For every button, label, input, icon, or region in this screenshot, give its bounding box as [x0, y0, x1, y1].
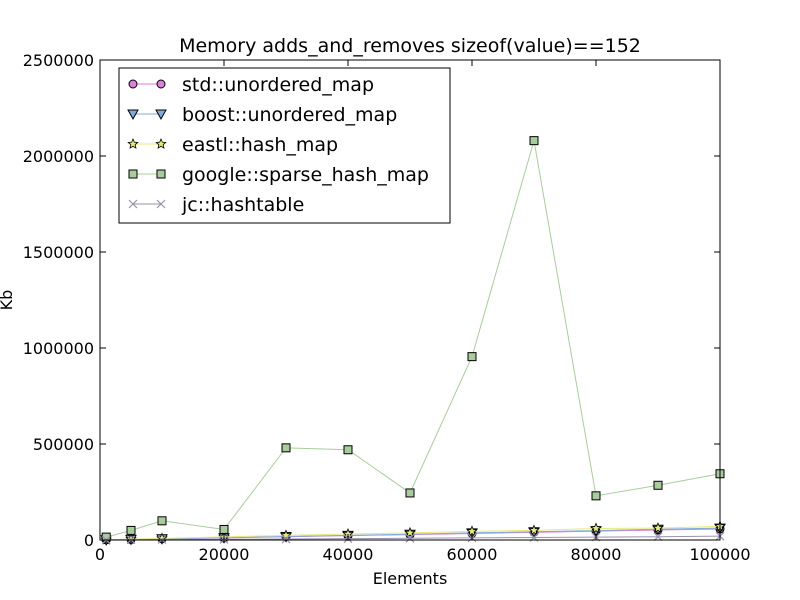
plot-frame: [99, 59, 721, 541]
marker-stroke: [405, 533, 415, 543]
legend-entry-jc-hashtable: jc::hashtable: [128, 194, 304, 216]
data-point-google-sparse-hash-map: [101, 532, 111, 542]
ticks-layer: 0 20000 40000 60000 80000 1000000500000100000…: [23, 51, 751, 564]
series-line-eastl-hash-map: [106, 525, 721, 541]
y-tick-label: 0: [84, 531, 94, 550]
legend-marker: [127, 109, 139, 121]
legend-marker: [156, 79, 166, 89]
marker-stroke: [128, 199, 138, 209]
x-tick-label: 100000: [689, 545, 750, 564]
legend-marker: [156, 169, 166, 179]
data-point-eastl-hash-map: [125, 533, 137, 545]
legend-label: boost::unordered_map: [182, 104, 397, 126]
legend-marker: [128, 199, 138, 209]
legend-marker: [156, 199, 166, 209]
x-tick-label: 20000: [199, 545, 250, 564]
legend-entry-eastl-hash-map: eastl::hash_map: [127, 134, 338, 156]
data-point-google-sparse-hash-map: [126, 525, 136, 535]
marker-stroke: [156, 199, 166, 209]
legend-marker: [127, 137, 139, 149]
data-point-eastl-hash-map: [528, 524, 540, 536]
legend-entry-std-unordered-map: std::unordered_map: [128, 74, 374, 96]
marker-stroke: [281, 534, 291, 544]
legend-frame: [118, 67, 451, 224]
x-axis-label: Elements: [373, 569, 448, 588]
x-tick-label: 80000: [571, 545, 622, 564]
chart-title: Memory adds_and_removes sizeof(value)==1…: [179, 35, 641, 57]
legend-marker: [155, 109, 167, 121]
y-tick-label: 2500000: [23, 51, 94, 70]
data-point-google-sparse-hash-map: [405, 488, 415, 498]
y-tick-label: 1500000: [23, 243, 94, 262]
data-point-eastl-hash-map: [590, 522, 602, 534]
data-point-google-sparse-hash-map: [653, 480, 663, 490]
x-tick-label: 40000: [323, 545, 374, 564]
legend-entry-google-sparse-hash-map: google::sparse_hash_map: [128, 164, 429, 186]
y-tick-label: 2000000: [23, 147, 94, 166]
y-axis-label: Kb: [0, 290, 16, 311]
legend-label: google::sparse_hash_map: [182, 164, 429, 186]
data-point-google-sparse-hash-map: [343, 445, 353, 455]
legend-label: eastl::hash_map: [182, 134, 338, 156]
data-point-google-sparse-hash-map: [529, 136, 539, 146]
legend-label: std::unordered_map: [182, 74, 374, 96]
data-point-jc-hashtable: [281, 534, 291, 544]
data-point-google-sparse-hash-map: [591, 491, 601, 501]
x-tick-label: 0: [95, 545, 105, 564]
data-point-eastl-hash-map: [404, 526, 416, 538]
legend: std::unordered_mapboost::unordered_mapea…: [118, 67, 451, 224]
data-point-google-sparse-hash-map: [219, 524, 229, 534]
legend-marker: [155, 137, 167, 149]
data-point-eastl-hash-map: [466, 525, 478, 537]
data-point-jc-hashtable: [653, 532, 663, 542]
legend-label: jc::hashtable: [181, 194, 304, 216]
data-point-google-sparse-hash-map: [157, 516, 167, 526]
legend-entry-boost-unordered-map: boost::unordered_map: [127, 104, 397, 126]
data-point-google-sparse-hash-map: [281, 443, 291, 453]
y-tick-label: 1000000: [23, 339, 94, 358]
legend-marker: [128, 169, 138, 179]
legend-marker: [128, 79, 138, 89]
data-point-jc-hashtable: [405, 533, 415, 543]
data-point-eastl-hash-map: [652, 522, 664, 533]
series-line-google-sparse-hash-map: [106, 140, 721, 538]
y-tick-label: 500000: [33, 435, 94, 454]
marker-stroke: [653, 532, 663, 542]
data-point-google-sparse-hash-map: [467, 352, 477, 362]
x-tick-label: 60000: [447, 545, 498, 564]
